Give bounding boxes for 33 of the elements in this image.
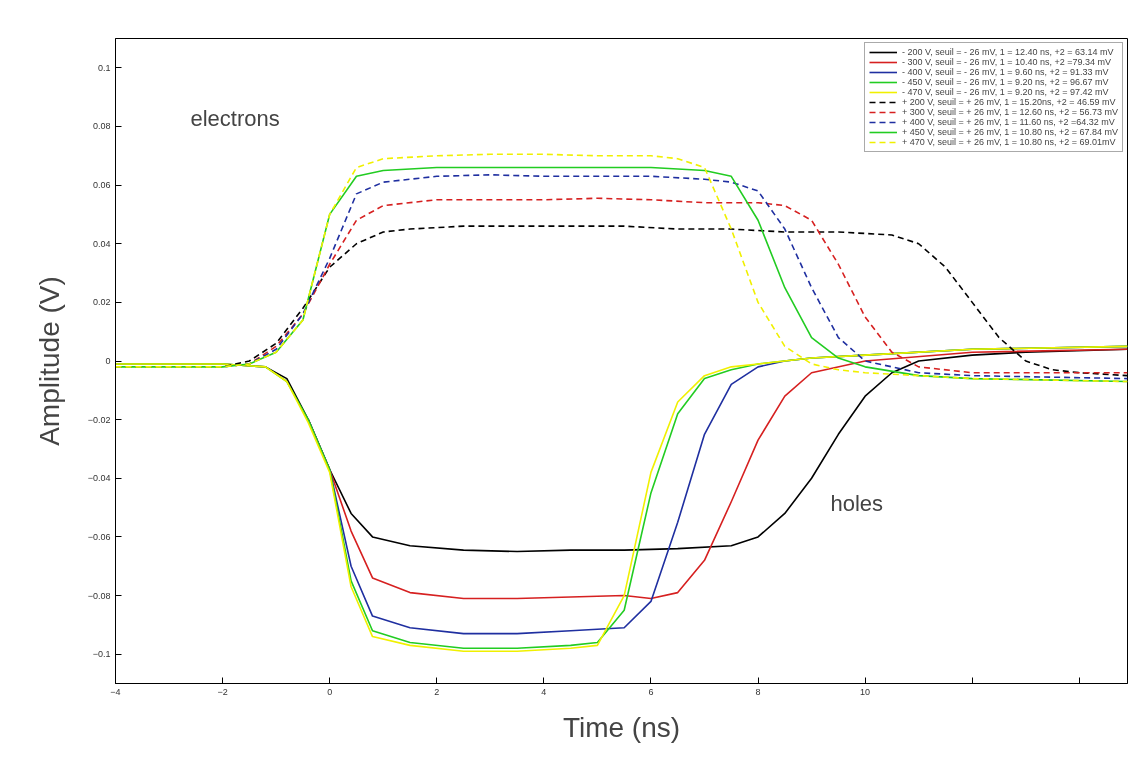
legend-label: + 300 V, seuil = + 26 mV, 1 = 12.60 ns, +2 = 56.73 mV [902, 107, 1118, 117]
y-tick-label: 0.02 [92, 297, 111, 308]
legend-label: + 400 V, seuil = + 26 mV, 1 = 11.60 ns, +2 =64.32 mV [902, 117, 1115, 127]
y-tick-label: 0.04 [92, 238, 111, 249]
annotation: holes [830, 491, 884, 516]
y-tick-label: −0.08 [87, 590, 111, 601]
y-tick-label: 0.1 [97, 62, 111, 73]
annotation: electrons [190, 106, 280, 131]
y-tick-label: 0.08 [92, 121, 111, 132]
x-tick-label: 10 [860, 686, 871, 697]
x-tick-label: 4 [541, 686, 547, 697]
x-tick-label: −2 [217, 686, 228, 697]
x-tick-label: 6 [648, 686, 654, 697]
legend-label: - 200 V, seuil = - 26 mV, 1 = 12.40 ns, +2 = 63.14 mV [902, 47, 1114, 57]
legend-label: + 470 V, seuil = + 26 mV, 1 = 10.80 ns, +2 = 69.01mV [902, 137, 1116, 147]
y-tick-label: −0.1 [92, 649, 111, 660]
legend-label: + 200 V, seuil = + 26 mV, 1 = 15.20ns, +2 = 46.59 mV [902, 97, 1116, 107]
y-tick-label: −0.02 [87, 414, 111, 425]
y-tick-label: 0 [105, 356, 111, 366]
y-tick-label: 0.06 [92, 180, 111, 191]
x-tick-label: −4 [110, 686, 121, 697]
legend-label: - 470 V, seuil = - 26 mV, 1 = 9.20 ns, +2 = 97.42 mV [902, 87, 1109, 97]
x-tick-label: 8 [755, 686, 761, 697]
y-tick-label: −0.06 [87, 531, 111, 542]
x-axis-title: Time (ns) [562, 711, 681, 743]
y-axis-title: Amplitude (V) [33, 276, 65, 446]
x-tick-label: 0 [327, 686, 333, 697]
legend-label: - 300 V, seuil = - 26 mV, 1 = 10.40 ns, +2 =79.34 mV [902, 57, 1111, 67]
legend-label: + 450 V, seuil = + 26 mV, 1 = 10.80 ns, +2 = 67.84 mV [902, 127, 1118, 137]
y-tick-label: −0.04 [87, 473, 111, 484]
legend-label: - 400 V, seuil = - 26 mV, 1 = 9.60 ns, +2 = 91.33 mV [902, 67, 1109, 77]
legend-label: - 450 V, seuil = - 26 mV, 1 = 9.20 ns, +2 = 96.67 mV [902, 77, 1109, 87]
x-tick-label: 2 [434, 686, 440, 697]
